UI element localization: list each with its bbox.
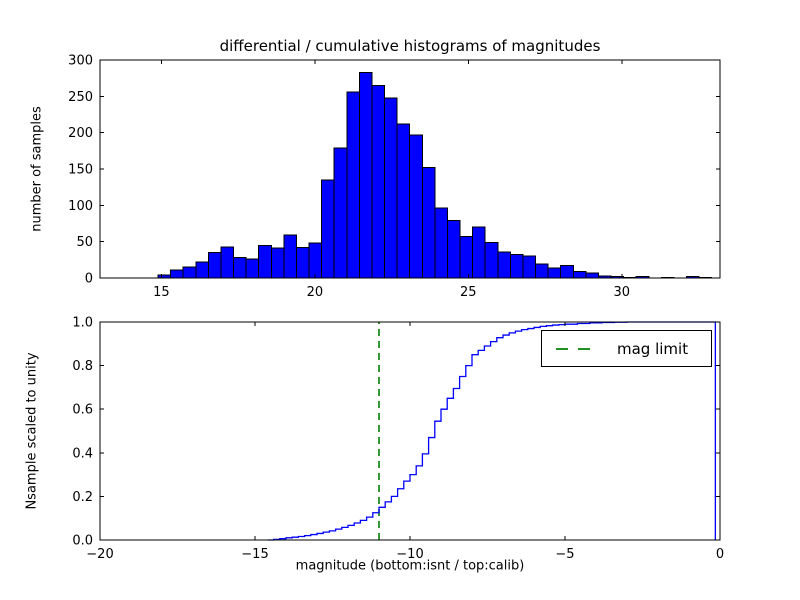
histogram-bar <box>396 123 411 279</box>
histogram-bar <box>207 252 222 279</box>
histogram-bar <box>321 179 335 279</box>
x-tick-label: 30 <box>614 285 631 300</box>
histogram-bar <box>371 84 386 279</box>
histogram-bar <box>522 255 537 279</box>
y-tick-label: 0.4 <box>72 446 93 461</box>
y-tick-label: 1.0 <box>72 316 93 331</box>
legend: mag limit <box>541 330 712 367</box>
histogram-bar <box>245 258 260 279</box>
histogram-bar <box>572 270 587 279</box>
histogram-bar <box>384 97 398 279</box>
bottom-plot-xlabel: magnitude (bottom:isnt / top:calib) <box>295 558 525 574</box>
histogram-bar <box>270 247 285 279</box>
histogram-bar <box>170 269 184 279</box>
x-tick-label: −5 <box>555 547 574 562</box>
y-tick-label: 300 <box>68 54 93 69</box>
x-tick-label: 20 <box>307 285 324 300</box>
histogram-bar <box>472 226 486 279</box>
y-tick-label: 0.6 <box>72 403 93 418</box>
histogram-bar <box>233 257 247 279</box>
y-tick-label: 0.0 <box>72 534 93 549</box>
y-tick-label: 0 <box>85 272 93 287</box>
histogram-bar <box>283 234 297 279</box>
y-tick-label: 0.2 <box>72 490 93 505</box>
histogram-bar <box>560 265 574 279</box>
bottom-plot-ylabel: Nsample scaled to unity <box>24 352 40 510</box>
histogram-bar <box>547 267 562 279</box>
y-tick-label: 50 <box>76 235 93 250</box>
histogram-bar <box>484 241 499 279</box>
histogram-bar <box>295 246 310 279</box>
histogram-bar <box>182 266 197 279</box>
histogram-bar <box>585 272 599 279</box>
cumulative-curve <box>267 321 716 541</box>
histogram-bar <box>409 134 423 279</box>
histogram-bar <box>497 251 511 279</box>
histogram-bar <box>258 244 272 279</box>
x-tick-label: 15 <box>153 285 170 300</box>
x-tick-label: −10 <box>396 547 423 562</box>
x-tick-label: −15 <box>241 547 268 562</box>
x-tick-label: 25 <box>460 285 477 300</box>
top-plot-ylabel: number of samples <box>29 106 45 232</box>
histogram-bar <box>333 147 348 279</box>
histogram-bar <box>446 220 461 279</box>
histogram-bar <box>220 246 235 279</box>
legend-dashed-line-sample <box>556 347 596 350</box>
y-tick-label: 150 <box>68 163 93 178</box>
legend-label: mag limit <box>617 339 689 358</box>
histogram-bar <box>509 254 524 279</box>
histogram-bar <box>421 167 436 279</box>
y-tick-label: 200 <box>68 126 93 141</box>
y-tick-label: 0.8 <box>72 359 93 374</box>
histogram-bar <box>459 236 474 279</box>
histogram-bar <box>535 263 549 279</box>
histogram-bar <box>308 242 323 279</box>
x-tick-label: −20 <box>86 547 113 562</box>
histogram-bar <box>434 207 448 279</box>
y-tick-label: 100 <box>68 199 93 214</box>
histogram-bar <box>346 91 360 279</box>
histogram-bar <box>358 71 373 279</box>
histogram-bar <box>195 261 209 279</box>
y-tick-label: 250 <box>68 90 93 105</box>
x-tick-label: 0 <box>716 547 724 562</box>
figure-title: differential / cumulative histograms of … <box>219 37 601 55</box>
